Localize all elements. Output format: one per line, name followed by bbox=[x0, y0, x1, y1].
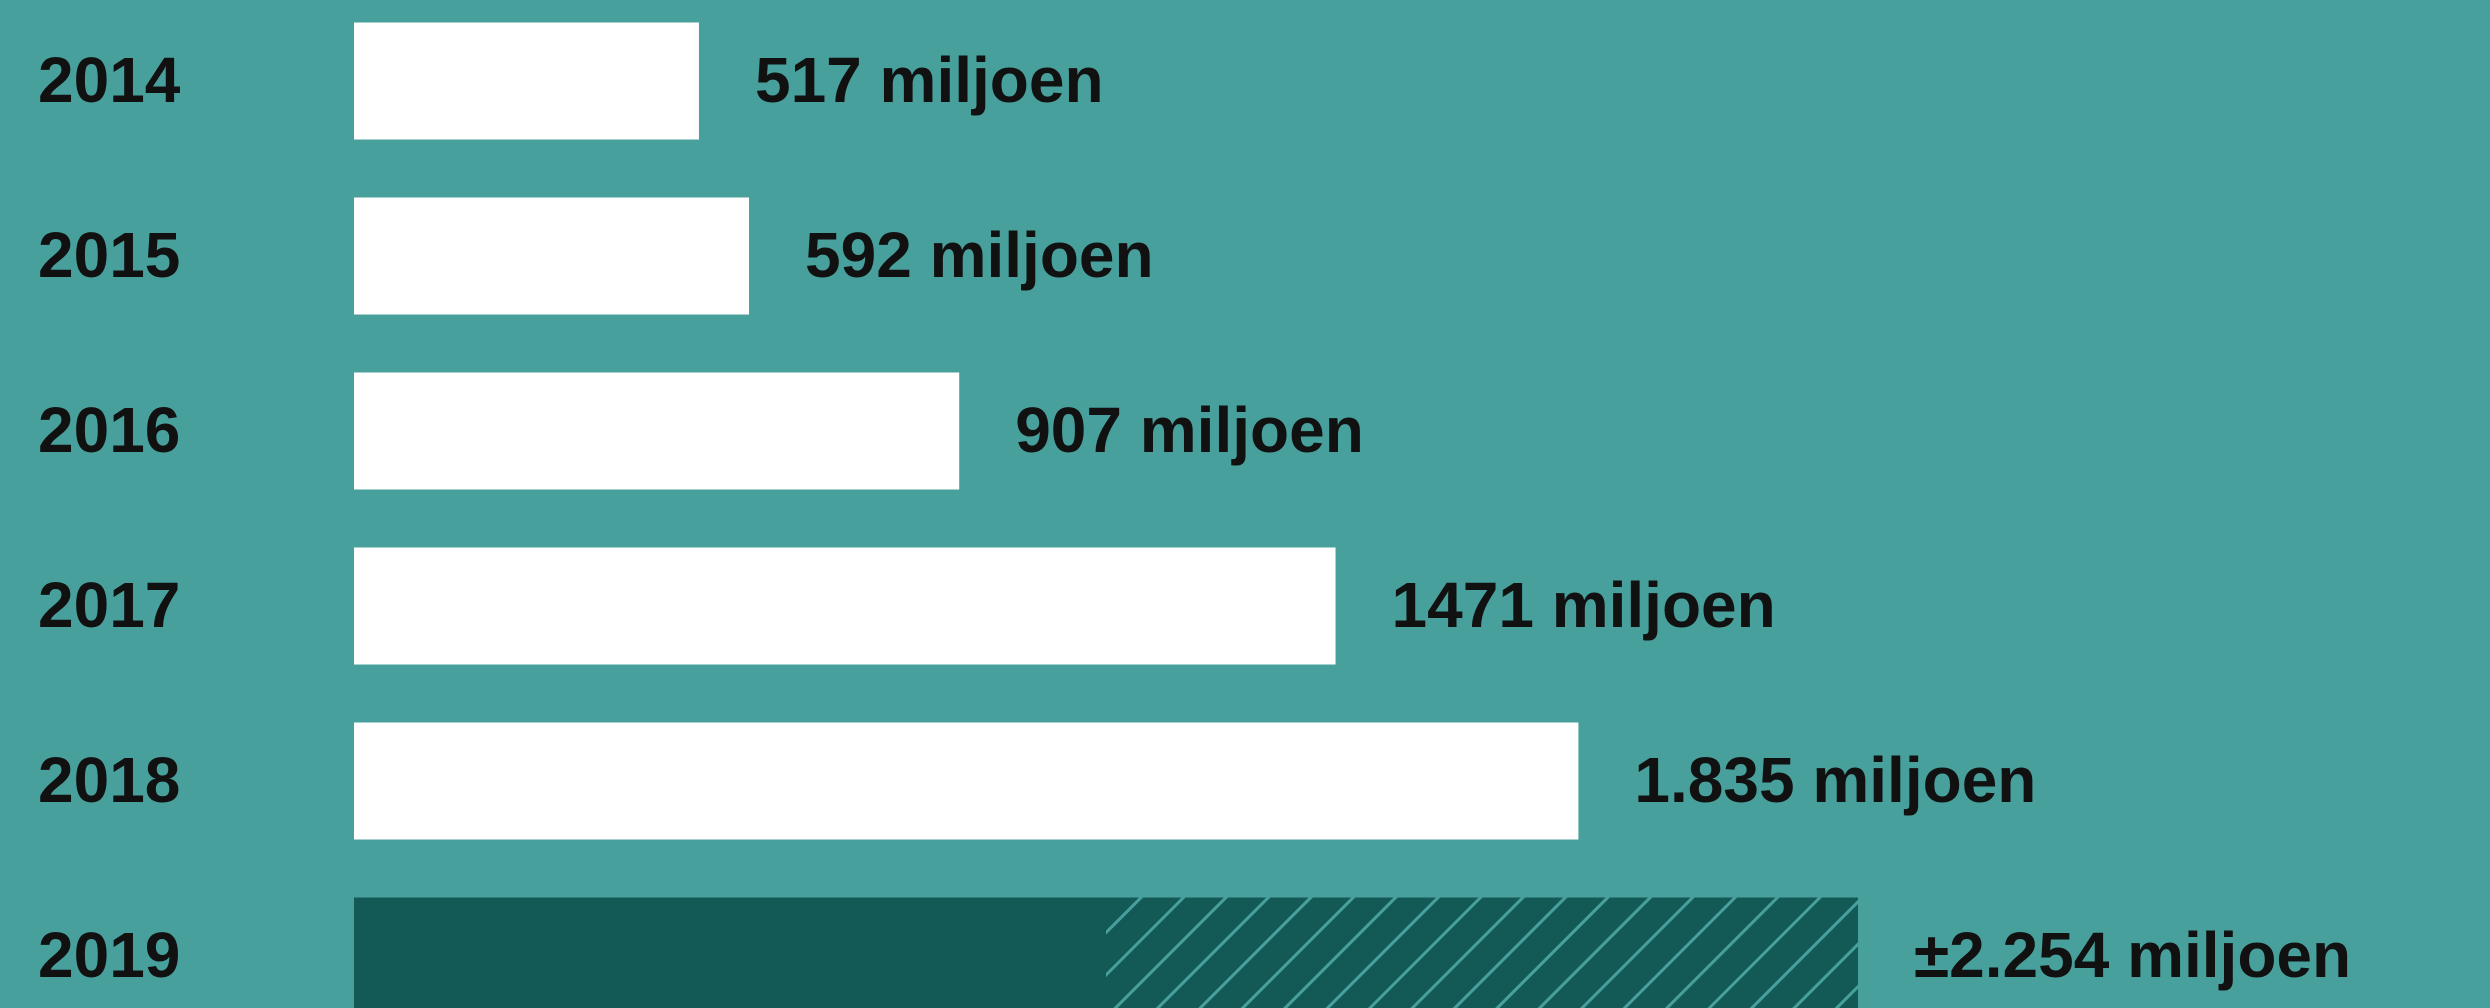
bar bbox=[354, 22, 699, 140]
category-label: 2016 bbox=[38, 394, 180, 466]
category-label: 2019 bbox=[38, 919, 180, 991]
category-label: 2014 bbox=[38, 44, 181, 116]
category-label: 2015 bbox=[38, 219, 180, 291]
bar bbox=[354, 372, 960, 490]
category-label: 2017 bbox=[38, 569, 180, 641]
bar bbox=[354, 197, 750, 315]
value-label: 907 miljoen bbox=[1015, 394, 1364, 466]
bar-hatch bbox=[1106, 897, 1858, 1008]
value-label: ±2.254 miljoen bbox=[1914, 919, 2351, 991]
bar bbox=[354, 547, 1336, 665]
bar bbox=[354, 722, 1579, 840]
value-label: 1.835 miljoen bbox=[1634, 744, 2036, 816]
value-label: 592 miljoen bbox=[805, 219, 1154, 291]
value-label: 517 miljoen bbox=[755, 44, 1104, 116]
value-label: 1471 miljoen bbox=[1392, 569, 1776, 641]
category-label: 2018 bbox=[38, 744, 180, 816]
